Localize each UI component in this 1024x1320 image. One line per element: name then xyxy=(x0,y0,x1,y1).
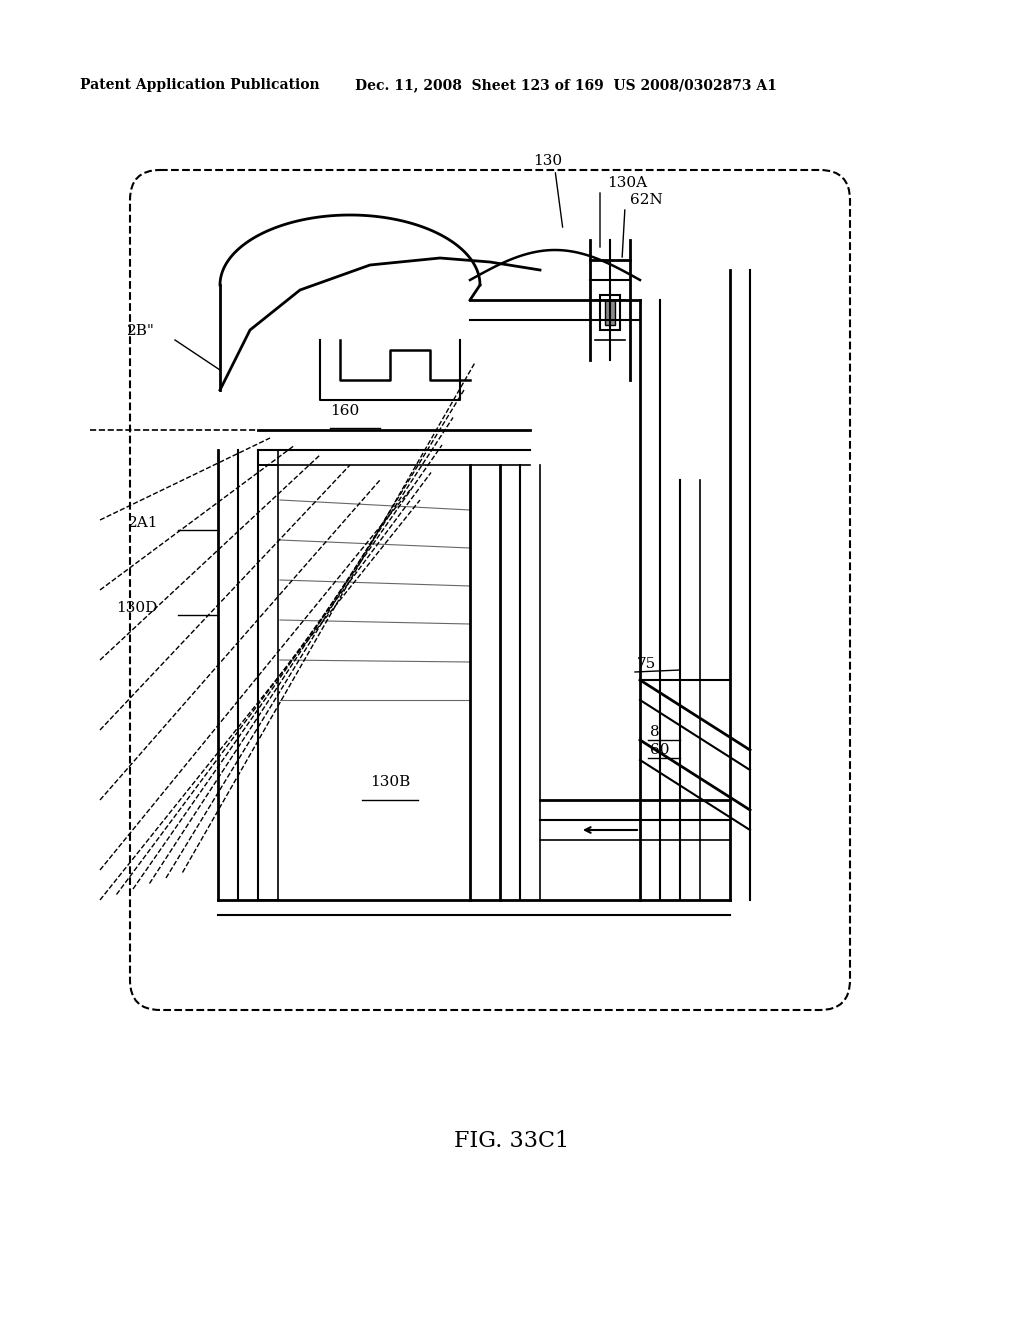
Text: Patent Application Publication: Patent Application Publication xyxy=(80,78,319,92)
Bar xyxy=(600,294,620,330)
Text: 75: 75 xyxy=(637,657,656,671)
Text: 130B: 130B xyxy=(370,775,411,789)
Text: 130A: 130A xyxy=(607,176,647,190)
Text: 130: 130 xyxy=(534,154,562,168)
Text: FIG. 33C1: FIG. 33C1 xyxy=(455,1130,569,1152)
Text: 160: 160 xyxy=(331,404,359,418)
Text: 8: 8 xyxy=(650,725,659,739)
Text: 2B": 2B" xyxy=(127,323,155,338)
Bar xyxy=(605,300,615,325)
Text: 62N: 62N xyxy=(630,193,663,207)
Text: 60: 60 xyxy=(650,743,670,756)
Text: 2A1: 2A1 xyxy=(128,516,158,531)
Text: Dec. 11, 2008  Sheet 123 of 169  US 2008/0302873 A1: Dec. 11, 2008 Sheet 123 of 169 US 2008/0… xyxy=(355,78,777,92)
Text: 130D: 130D xyxy=(117,601,158,615)
